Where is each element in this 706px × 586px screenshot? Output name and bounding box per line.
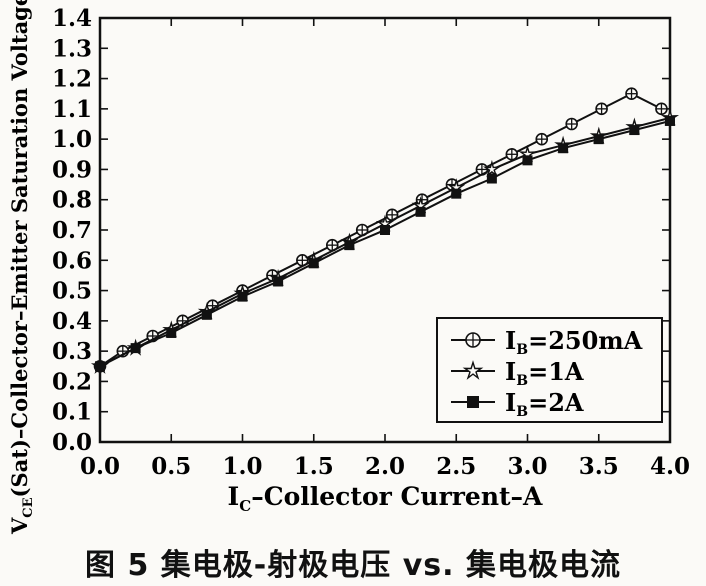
y-tick-label: 0.7 bbox=[52, 217, 92, 244]
axes: 0.0 0.5 1.0 1.5 2.0 2.5 3.0 3.5 4.0 0.0 0.1 0.2 0.3 0… bbox=[7, 0, 690, 535]
series-layer bbox=[90, 87, 680, 374]
y-tick-label: 0.8 bbox=[52, 187, 92, 214]
x-tick-label: 0.0 bbox=[80, 453, 120, 480]
x-tick-label: 1.5 bbox=[294, 453, 334, 480]
point-square bbox=[166, 327, 177, 338]
point-square bbox=[522, 155, 533, 166]
point-star bbox=[462, 360, 484, 380]
point-star bbox=[482, 159, 501, 178]
y-tick-label: 1.1 bbox=[52, 96, 92, 123]
y-tick-label: 0.2 bbox=[52, 368, 92, 395]
x-tick-label: 4.0 bbox=[650, 453, 690, 480]
point-square bbox=[273, 276, 284, 287]
point-square bbox=[415, 206, 426, 217]
point-square bbox=[467, 396, 479, 408]
y-tick-label: 0.0 bbox=[52, 429, 92, 456]
y-axis-label: VCE(Sat)–Collector–Emitter Saturation Vo… bbox=[7, 0, 36, 535]
point-square bbox=[451, 188, 462, 199]
point-square bbox=[380, 225, 390, 235]
series-square bbox=[95, 115, 675, 372]
chart: 0.0 0.5 1.0 1.5 2.0 2.5 3.0 3.5 4.0 0.0 0.1 0.2 0.3 0… bbox=[7, 0, 690, 535]
point-square bbox=[665, 115, 675, 126]
point-square bbox=[344, 240, 355, 251]
point-square bbox=[237, 291, 248, 302]
y-tick-label: 0.1 bbox=[52, 399, 92, 426]
y-tick-label: 0.5 bbox=[52, 278, 92, 305]
y-tick-label: 0.6 bbox=[52, 247, 92, 274]
legend-label: IB=1A bbox=[505, 357, 584, 389]
y-tick-label: 0.3 bbox=[52, 338, 92, 365]
point-square bbox=[558, 143, 569, 154]
figure-caption: 图 5 集电极-射极电压 vs. 集电极电流 bbox=[85, 548, 621, 583]
x-tick-label: 3.0 bbox=[507, 453, 547, 480]
x-tick-label: 1.0 bbox=[222, 453, 262, 480]
y-tick-label: 0.9 bbox=[52, 156, 92, 183]
point-square bbox=[486, 173, 497, 184]
y-tick-label: 1.3 bbox=[52, 35, 92, 62]
legend-label: IB=250mA bbox=[505, 326, 643, 358]
x-tick-label: 2.0 bbox=[365, 453, 405, 480]
point-square bbox=[629, 125, 640, 136]
y-tick-label: 1.2 bbox=[52, 66, 92, 93]
x-tick-label: 3.5 bbox=[579, 453, 619, 480]
y-tick-label: 1.4 bbox=[52, 5, 92, 32]
point-square bbox=[308, 258, 319, 269]
point-square bbox=[593, 134, 604, 145]
y-tick-label: 0.4 bbox=[52, 308, 92, 335]
x-tick-label: 0.5 bbox=[151, 453, 191, 480]
x-tick-label: 2.5 bbox=[436, 453, 476, 480]
point-square bbox=[95, 361, 105, 372]
point-square bbox=[201, 309, 212, 320]
point-square bbox=[130, 343, 141, 354]
legend-label: IB=2A bbox=[505, 388, 584, 420]
x-axis-label: IC–Collector Current–A bbox=[228, 482, 543, 515]
y-tick-label: 1.0 bbox=[52, 126, 92, 153]
